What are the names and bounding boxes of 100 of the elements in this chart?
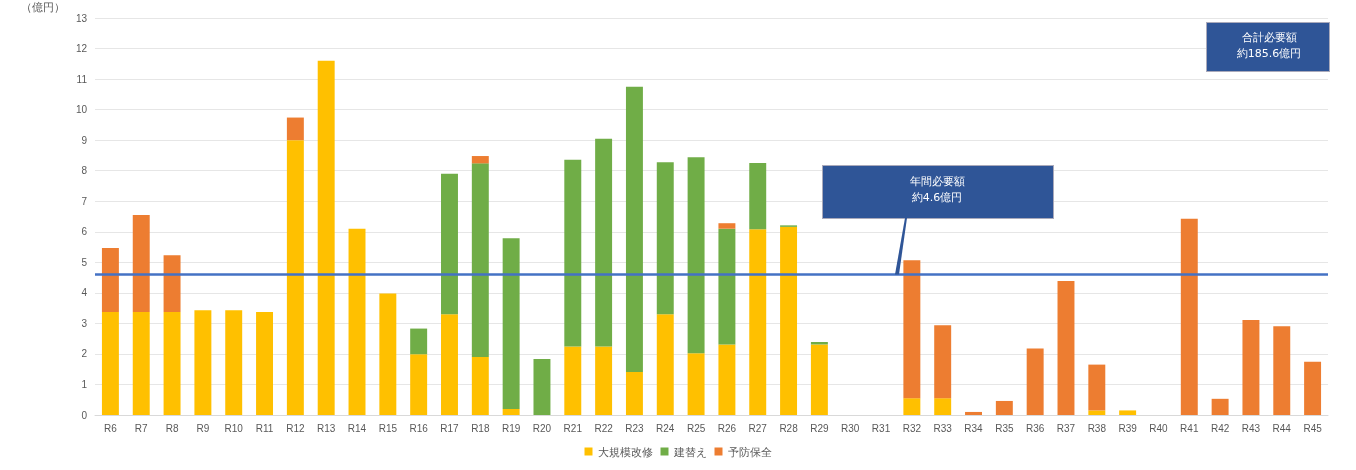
bar [286,140,304,415]
bar [410,354,428,415]
y-axis-title: （億円） [21,0,65,13]
x-tick-label: R8 [165,422,179,434]
bar [1088,410,1106,415]
bar [471,156,489,164]
y-tick-label: 3 [81,317,88,329]
x-tick-label: R23 [625,422,645,434]
bar [1304,361,1322,415]
bar [225,310,243,415]
bar [718,228,736,345]
x-tick-label: R14 [347,422,367,434]
x-tick-label: R11 [255,422,274,434]
y-tick-label: 6 [81,226,88,238]
y-tick-label: 8 [81,165,88,177]
ref-line-label: 年間必要額約4.6億円 [908,174,966,206]
y-tick-label: 2 [81,348,88,360]
y-tick-label: 10 [75,104,88,116]
x-tick-label: R21 [563,422,583,434]
legend-label: 大規模改修 [597,445,653,458]
x-tick-label: R10 [224,422,244,434]
bar [595,138,613,347]
y-tick-label: 4 [81,287,88,299]
y-tick-label: 13 [75,12,88,24]
x-tick-label: R34 [964,422,984,434]
bar [595,346,613,415]
x-tick-label: R32 [902,422,922,434]
bar [749,229,767,415]
x-tick-label: R18 [471,422,490,434]
x-tick-label: R15 [378,422,398,434]
bar [317,60,335,415]
bar [564,346,582,415]
x-tick-label: R19 [501,422,521,434]
y-tick-label: 5 [81,256,88,268]
x-tick-label: R6 [104,422,118,434]
x-tick-label: R39 [1118,422,1138,434]
bar [687,157,705,354]
bar [656,162,674,315]
y-tick-label: 12 [75,43,88,55]
bar [471,356,489,415]
bar [934,325,952,399]
bar [1026,348,1044,415]
bar [132,312,150,415]
bar [163,312,181,415]
x-tick-label: R42 [1210,422,1230,434]
bar [995,400,1013,415]
bar [163,255,181,313]
x-tick-label: R44 [1272,422,1292,434]
bar [1242,320,1260,415]
x-tick-label: R25 [686,422,706,434]
bar [256,312,274,415]
bar [379,293,397,415]
x-tick-label: R28 [779,422,799,434]
bar [656,314,674,415]
bar [132,214,150,313]
x-tick-label: R9 [196,422,210,434]
x-tick-label: R20 [532,422,552,434]
bar [1273,326,1291,415]
y-tick-label: 11 [76,73,88,85]
bar [101,312,119,415]
bar [533,359,551,415]
x-tick-label: R29 [810,422,829,434]
legend-label: 建替え [672,445,707,458]
y-tick-label: 9 [81,134,88,146]
bar [625,86,643,372]
annotation: 合計必要額約185.6億円 [1236,30,1302,62]
bar [780,226,798,415]
bar [101,247,119,313]
bar [441,314,458,415]
x-tick-label: R37 [1056,422,1076,434]
bar [194,310,212,415]
bar [810,344,828,415]
x-tick-label: R24 [656,422,675,434]
bar [718,344,736,415]
y-tick-label: 1 [81,378,88,390]
bar [564,159,582,347]
x-tick-label: R30 [841,422,860,434]
legend-label: 予防保全 [727,445,772,458]
x-tick-label: R22 [594,422,614,434]
y-tick-label: 0 [81,409,88,421]
x-tick-label: R43 [1241,422,1261,434]
x-tick-label: R16 [409,422,429,434]
bar [687,353,705,415]
bar [471,163,489,357]
bar [441,173,458,315]
bar [934,398,952,415]
bar [502,408,520,415]
bar [1057,280,1075,415]
bar [749,163,767,230]
bar [348,228,366,415]
bar [502,238,520,409]
bar [625,371,643,415]
x-tick-label: R17 [440,422,460,434]
x-tick-label: R7 [134,422,149,434]
bar [286,117,304,141]
x-tick-label: R45 [1303,422,1323,434]
bar [1180,218,1198,415]
x-tick-label: R38 [1087,422,1107,434]
x-tick-label: R27 [748,422,768,434]
x-tick-label: R35 [995,422,1014,434]
